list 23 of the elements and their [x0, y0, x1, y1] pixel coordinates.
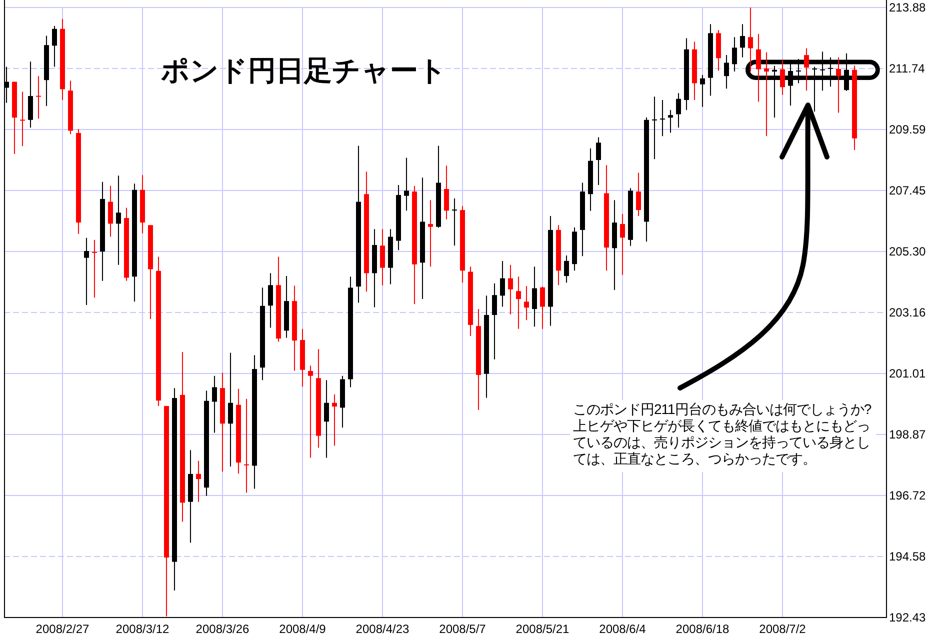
x-tick-label: 2008/3/12	[116, 622, 170, 636]
y-tick-label: 213.88	[889, 0, 926, 14]
x-tick-label: 2008/5/21	[516, 622, 570, 636]
y-tick-label: 198.87	[889, 427, 926, 442]
annotation: このポンド円211円台のもみ合いは何でしょうか?上ヒゲや下ヒゲが長くても終値ではもとにもどっているのは、売りポジションを持っている身としては、正直なところ、つらかったです。	[570, 400, 876, 472]
x-tick-label: 2008/7/2	[759, 622, 806, 636]
y-tick-label: 209.59	[889, 122, 926, 136]
text: ポンド円日足チャート	[161, 55, 447, 86]
y-tick-label: 205.30	[889, 244, 926, 258]
y-tick-label: 194.58	[889, 549, 926, 564]
x-tick-label: 2008/2/27	[36, 622, 90, 636]
x-tick-label: 2008/3/26	[196, 622, 250, 636]
y-tick-label: 196.72	[889, 488, 926, 502]
x-tick-label: 2008/5/7	[439, 622, 486, 636]
y-tick-label: 207.45	[889, 183, 926, 198]
x-tick-label: 2008/6/18	[676, 622, 730, 636]
y-tick-label: 201.01	[889, 366, 926, 380]
y-tick-label: 192.43	[889, 610, 926, 624]
x-tick-label: 2008/4/9	[279, 622, 326, 636]
y-tick-label: 203.16	[889, 305, 926, 320]
x-tick-label: 2008/4/23	[356, 622, 410, 636]
x-tick-label: 2008/6/4	[599, 622, 646, 636]
y-tick-label: 211.74	[889, 61, 926, 76]
